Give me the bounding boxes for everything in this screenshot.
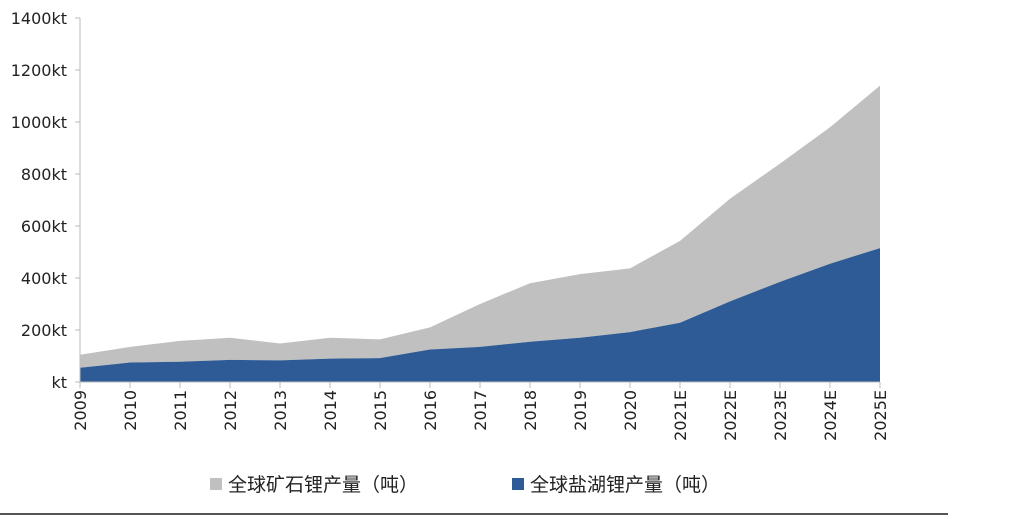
y-axis-tick-labels: kt 200kt 400kt 600kt 800kt 1000kt 1200kt 1400kt: [11, 9, 80, 392]
x-tick-label: 2011: [171, 390, 190, 431]
x-tick-label: 2016: [421, 390, 440, 431]
x-tick-label: 2021E: [671, 390, 690, 441]
legend-label-brine: 全球盐湖锂产量（吨）: [530, 474, 721, 496]
area-chart: kt 200kt 400kt 600kt 800kt 1000kt 1200kt 1400kt…: [11, 9, 890, 441]
x-tick-label: 2013: [271, 390, 290, 431]
legend-swatch-brine: [512, 477, 524, 490]
x-tick-label: 2017: [471, 390, 490, 431]
y-tick-label: 1200kt: [11, 61, 67, 80]
x-tick-label: 2015: [371, 390, 390, 431]
brine-lithium-area: [80, 248, 880, 382]
legend-label-ore: 全球矿石锂产量（吨）: [228, 474, 419, 496]
chart-legend: 全球矿石锂产量（吨） 全球盐湖锂产量（吨）: [0, 470, 1014, 500]
y-tick-label: 800kt: [21, 165, 67, 184]
x-tick-label: 2014: [321, 390, 340, 431]
plot-areas: [80, 85, 880, 382]
x-tick-label: 2025E: [871, 390, 890, 441]
x-axis-tick-labels: 2009 2010 2011 2012 2013 2014 2015 2016 2017 2018…: [71, 382, 890, 441]
y-tick-label: 400kt: [21, 269, 67, 288]
y-tick-label: 1000kt: [11, 113, 67, 132]
x-tick-label: 2009: [71, 390, 90, 431]
bottom-divider: [0, 513, 948, 515]
x-tick-label: 2019: [571, 390, 590, 431]
x-tick-label: 2012: [221, 390, 240, 431]
y-tick-label: 1400kt: [11, 9, 67, 28]
legend-item-brine-lithium: 全球盐湖锂产量（吨）: [512, 470, 720, 497]
legend-swatch-ore: [210, 477, 222, 490]
ore-lithium-area: [80, 85, 880, 368]
x-tick-label: 2018: [521, 390, 540, 431]
x-tick-label: 2010: [121, 390, 140, 431]
legend-item-ore-lithium: 全球矿石锂产量（吨）: [210, 470, 418, 497]
x-tick-label: 2020: [621, 390, 640, 431]
y-tick-label: 200kt: [21, 321, 67, 340]
y-tick-label: 600kt: [21, 217, 67, 236]
x-tick-label: 2023E: [771, 390, 790, 441]
y-tick-label: kt: [51, 373, 67, 392]
x-tick-label: 2022E: [721, 390, 740, 441]
x-tick-label: 2024E: [821, 390, 840, 441]
